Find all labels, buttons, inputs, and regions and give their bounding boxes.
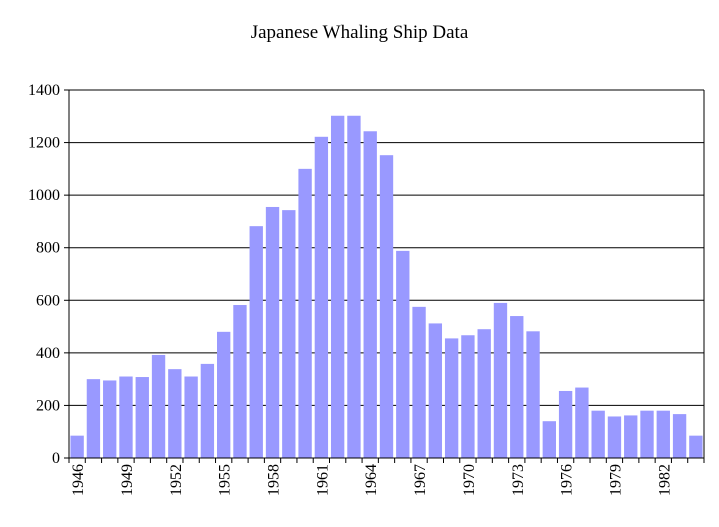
bar-1982	[656, 410, 670, 458]
bar-1979	[607, 416, 622, 458]
x-tick-label: 1946	[70, 464, 87, 496]
x-tick-label: 1979	[607, 464, 624, 496]
x-tick-label: 1976	[559, 464, 576, 496]
y-tick-label: 0	[52, 450, 60, 467]
bar-1968	[428, 323, 443, 458]
bar-1976	[558, 390, 573, 458]
bar-1974	[526, 331, 540, 458]
bar-1948	[103, 380, 117, 458]
y-tick-label: 800	[36, 240, 60, 257]
bar-1972	[493, 302, 508, 458]
y-tick-label: 1000	[28, 187, 60, 204]
x-tick-label: 1964	[363, 464, 380, 496]
y-tick-labels: 0 200 400 600 800 1000 1200 1400	[28, 82, 60, 467]
bar-1984	[689, 435, 703, 458]
bar-1965	[379, 155, 394, 458]
y-tick-label: 1400	[28, 82, 60, 99]
bars	[70, 115, 703, 459]
bar-1950	[135, 377, 149, 458]
y-tick-label: 1200	[28, 135, 60, 152]
bar-1967	[412, 306, 426, 458]
bar-1969	[444, 338, 459, 458]
bar-1961	[314, 136, 329, 458]
bar-1975	[542, 421, 556, 458]
x-tick-label: 1952	[168, 464, 185, 496]
y-tick-label: 200	[36, 397, 60, 414]
x-tick-label: 1967	[412, 464, 429, 496]
bar-1955	[217, 331, 231, 458]
bar-1947	[86, 379, 101, 458]
bar-1981	[640, 410, 654, 458]
bar-1977	[575, 387, 589, 458]
bar-1954	[200, 363, 215, 458]
bar-1946	[70, 435, 84, 458]
bar-1960	[298, 168, 312, 458]
bar-1978	[591, 410, 605, 458]
bar-1959	[282, 210, 296, 458]
x-tick-labels: 1946 1949 1952 1955 1958 1961 1964 1967 1970 1973…	[70, 464, 673, 496]
bar-1966	[396, 250, 410, 458]
bar-1949	[119, 376, 133, 458]
bar-1962	[330, 115, 345, 458]
bar-1953	[184, 376, 198, 458]
chart-title: Japanese Whaling Ship Data	[250, 22, 469, 43]
bar-1952	[168, 369, 182, 458]
x-tick-label: 1958	[266, 464, 283, 496]
bar-1963	[347, 115, 361, 458]
bar-1980	[624, 415, 638, 458]
x-tick-label: 1970	[461, 464, 478, 496]
x-tick-label: 1949	[119, 464, 136, 496]
y-tick-label: 400	[36, 345, 60, 362]
bar-1973	[510, 316, 524, 458]
bar-1957	[249, 226, 263, 458]
bar-1983	[672, 414, 687, 458]
bar-1956	[233, 305, 247, 458]
y-tick-label: 600	[36, 292, 60, 309]
bar-1971	[477, 329, 491, 458]
bar-1951	[151, 354, 166, 458]
x-tick-label: 1955	[217, 464, 234, 496]
bar-1970	[461, 335, 475, 458]
x-tick-label: 1961	[314, 464, 331, 496]
x-tick-label: 1973	[510, 464, 527, 496]
bar-1964	[363, 131, 377, 459]
axes	[64, 89, 705, 463]
bar-1958	[265, 206, 280, 458]
x-tick-label: 1982	[656, 464, 673, 496]
